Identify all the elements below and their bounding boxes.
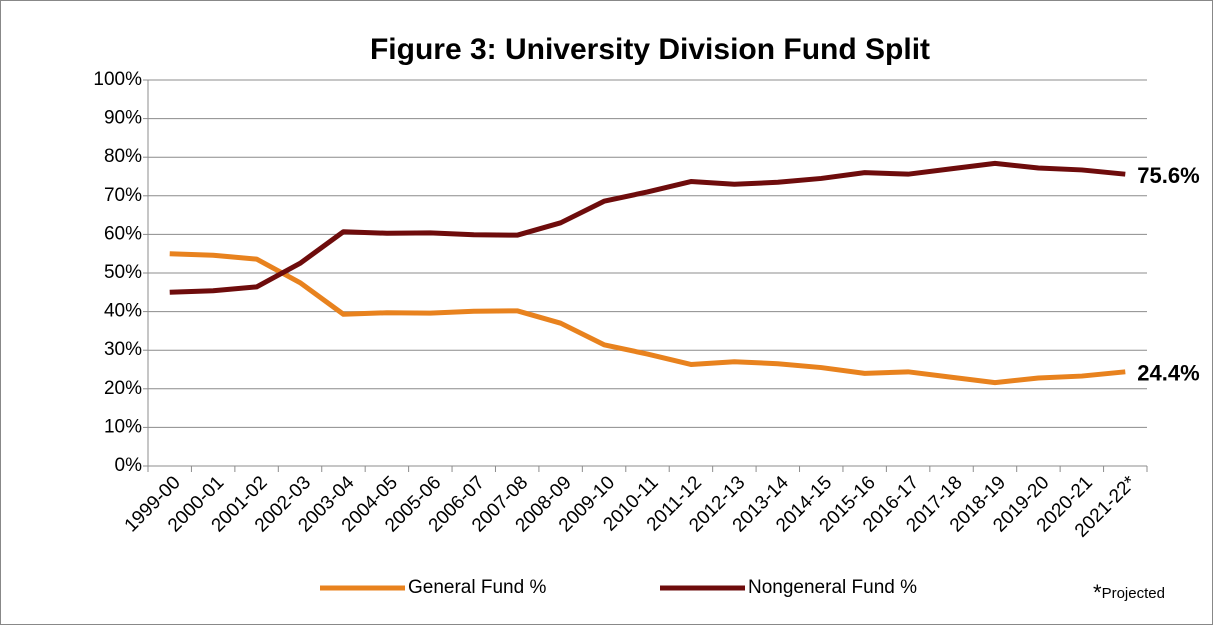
footnote: *Projected: [1093, 580, 1165, 605]
chart-title: Figure 3: University Division Fund Split: [370, 33, 930, 66]
y-tick-label: 60%: [104, 223, 142, 244]
y-tick-label: 80%: [104, 146, 142, 167]
y-tick-label: 20%: [104, 378, 142, 399]
data-label: 75.6%: [1137, 163, 1199, 188]
y-tick-label: 30%: [104, 339, 142, 360]
series-line: [169, 160, 1126, 295]
y-tick-label: 0%: [115, 455, 143, 476]
y-tick-label: 90%: [104, 108, 142, 129]
series-line: [169, 251, 1126, 386]
legend-label: General Fund %: [408, 577, 546, 598]
data-label: 24.4%: [1137, 361, 1199, 386]
y-tick-label: 100%: [93, 69, 142, 90]
footnote-mark: *: [1093, 580, 1102, 605]
footnote-text: Projected: [1102, 585, 1165, 602]
y-tick-label: 70%: [104, 185, 142, 206]
y-tick-label: 50%: [104, 262, 142, 283]
y-tick-label: 40%: [104, 301, 142, 322]
legend-label: Nongeneral Fund %: [748, 577, 917, 598]
y-tick-label: 10%: [104, 416, 142, 437]
